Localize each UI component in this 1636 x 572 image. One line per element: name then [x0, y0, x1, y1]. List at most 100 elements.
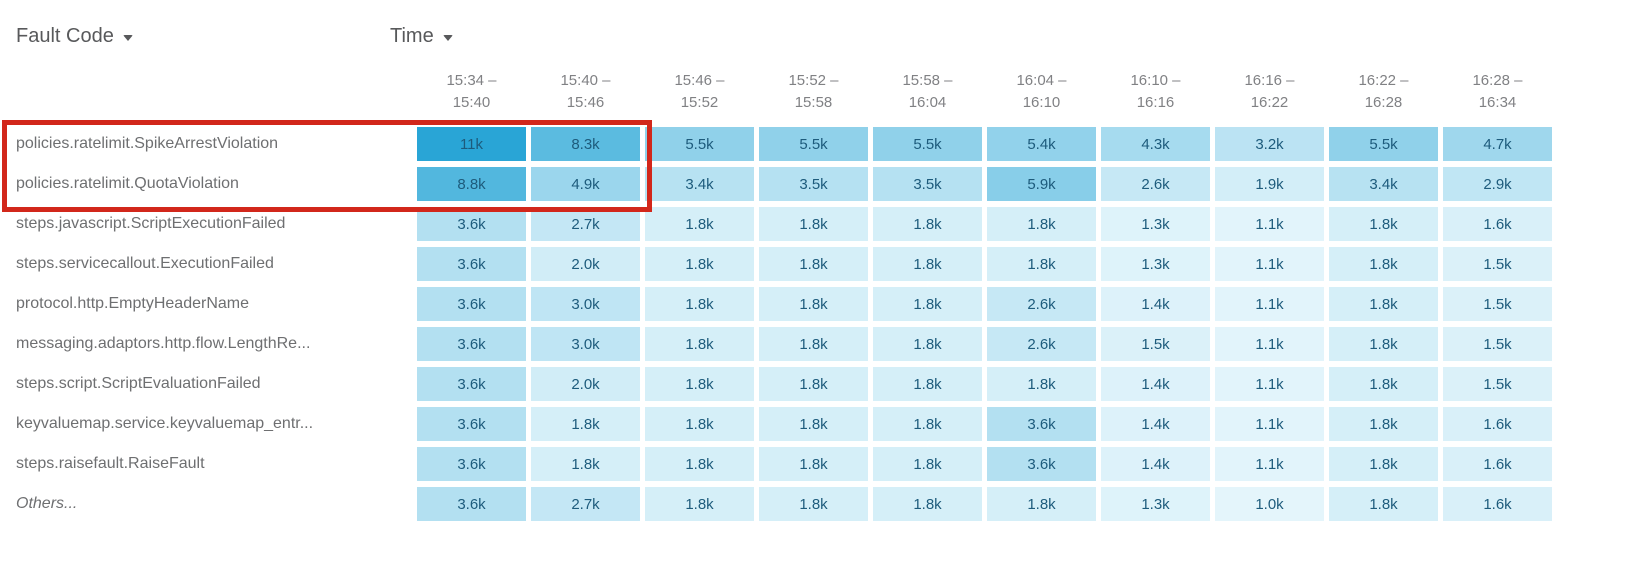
heatmap-cell[interactable]: 1.1k [1215, 327, 1324, 361]
heatmap-cell[interactable]: 3.0k [531, 327, 640, 361]
heatmap-cell[interactable]: 3.6k [417, 447, 526, 481]
heatmap-cell[interactable]: 1.8k [1329, 327, 1438, 361]
heatmap-cell[interactable]: 1.8k [645, 327, 754, 361]
heatmap-cell[interactable]: 1.1k [1215, 207, 1324, 241]
heatmap-cell[interactable]: 2.6k [987, 327, 1096, 361]
heatmap-cell[interactable]: 1.3k [1101, 247, 1210, 281]
heatmap-cell[interactable]: 1.6k [1443, 447, 1552, 481]
heatmap-cell[interactable]: 1.8k [759, 327, 868, 361]
heatmap-cell[interactable]: 1.8k [645, 447, 754, 481]
heatmap-cell[interactable]: 1.8k [873, 207, 982, 241]
heatmap-cell[interactable]: 3.6k [417, 367, 526, 401]
heatmap-cell[interactable]: 1.8k [645, 207, 754, 241]
heatmap-cell[interactable]: 1.8k [1329, 287, 1438, 321]
heatmap-cell[interactable]: 1.8k [645, 367, 754, 401]
heatmap-cell[interactable]: 5.5k [1329, 127, 1438, 161]
heatmap-cell[interactable]: 1.3k [1101, 487, 1210, 521]
heatmap-cell[interactable]: 1.8k [873, 447, 982, 481]
heatmap-cell[interactable]: 1.8k [987, 367, 1096, 401]
heatmap-cell[interactable]: 5.9k [987, 167, 1096, 201]
heatmap-cell[interactable]: 3.6k [417, 247, 526, 281]
heatmap-cell[interactable]: 1.0k [1215, 487, 1324, 521]
heatmap-cell[interactable]: 8.3k [531, 127, 640, 161]
heatmap-cell[interactable]: 1.5k [1101, 327, 1210, 361]
heatmap-cell[interactable]: 1.8k [873, 287, 982, 321]
heatmap-cell[interactable]: 3.4k [645, 167, 754, 201]
heatmap-cell[interactable]: 1.8k [531, 447, 640, 481]
heatmap-cell[interactable]: 1.4k [1101, 447, 1210, 481]
heatmap-cell[interactable]: 1.8k [1329, 447, 1438, 481]
heatmap-cell[interactable]: 1.4k [1101, 407, 1210, 441]
heatmap-cell[interactable]: 2.7k [531, 487, 640, 521]
heatmap-cell[interactable]: 1.4k [1101, 367, 1210, 401]
heatmap-cell[interactable]: 1.8k [1329, 487, 1438, 521]
heatmap-cell[interactable]: 2.0k [531, 367, 640, 401]
heatmap-cell[interactable]: 8.8k [417, 167, 526, 201]
heatmap-cell[interactable]: 2.0k [531, 247, 640, 281]
heatmap-cell[interactable]: 1.6k [1443, 407, 1552, 441]
heatmap-cell[interactable]: 1.1k [1215, 247, 1324, 281]
heatmap-cell[interactable]: 1.1k [1215, 367, 1324, 401]
heatmap-cell[interactable]: 5.5k [759, 127, 868, 161]
heatmap-cell[interactable]: 1.8k [759, 487, 868, 521]
heatmap-cell[interactable]: 3.5k [759, 167, 868, 201]
heatmap-cell[interactable]: 1.8k [1329, 367, 1438, 401]
heatmap-cell[interactable]: 3.4k [1329, 167, 1438, 201]
heatmap-cell[interactable]: 1.8k [873, 487, 982, 521]
heatmap-cell[interactable]: 3.2k [1215, 127, 1324, 161]
heatmap-cell[interactable]: 1.8k [1329, 247, 1438, 281]
heatmap-cell[interactable]: 2.9k [1443, 167, 1552, 201]
heatmap-cell[interactable]: 1.8k [1329, 407, 1438, 441]
heatmap-cell[interactable]: 1.8k [873, 407, 982, 441]
heatmap-cell[interactable]: 3.6k [417, 327, 526, 361]
heatmap-cell[interactable]: 1.8k [645, 287, 754, 321]
time-dropdown[interactable]: Time [390, 25, 453, 48]
heatmap-cell[interactable]: 1.9k [1215, 167, 1324, 201]
heatmap-cell[interactable]: 1.5k [1443, 367, 1552, 401]
heatmap-cell[interactable]: 1.8k [987, 207, 1096, 241]
heatmap-cell[interactable]: 1.6k [1443, 207, 1552, 241]
heatmap-cell[interactable]: 1.8k [759, 447, 868, 481]
heatmap-cell[interactable]: 1.8k [759, 287, 868, 321]
heatmap-cell[interactable]: 1.5k [1443, 287, 1552, 321]
heatmap-cell[interactable]: 1.8k [531, 407, 640, 441]
heatmap-cell[interactable]: 1.8k [645, 247, 754, 281]
heatmap-cell[interactable]: 1.8k [759, 367, 868, 401]
heatmap-cell[interactable]: 5.4k [987, 127, 1096, 161]
heatmap-cell[interactable]: 4.3k [1101, 127, 1210, 161]
heatmap-cell[interactable]: 1.5k [1443, 327, 1552, 361]
heatmap-cell[interactable]: 1.8k [987, 247, 1096, 281]
heatmap-cell[interactable]: 3.6k [417, 407, 526, 441]
heatmap-cell[interactable]: 1.8k [873, 247, 982, 281]
fault-code-dropdown[interactable]: Fault Code [16, 25, 133, 48]
heatmap-cell[interactable]: 3.0k [531, 287, 640, 321]
heatmap-cell[interactable]: 1.8k [759, 247, 868, 281]
heatmap-cell[interactable]: 1.8k [645, 487, 754, 521]
heatmap-cell[interactable]: 1.6k [1443, 487, 1552, 521]
heatmap-cell[interactable]: 1.1k [1215, 407, 1324, 441]
heatmap-cell[interactable]: 1.3k [1101, 207, 1210, 241]
heatmap-cell[interactable]: 5.5k [873, 127, 982, 161]
heatmap-cell[interactable]: 1.5k [1443, 247, 1552, 281]
heatmap-cell[interactable]: 11k [417, 127, 526, 161]
heatmap-cell[interactable]: 1.8k [759, 407, 868, 441]
heatmap-cell[interactable]: 1.4k [1101, 287, 1210, 321]
heatmap-cell[interactable]: 3.6k [987, 407, 1096, 441]
heatmap-cell[interactable]: 4.9k [531, 167, 640, 201]
heatmap-cell[interactable]: 1.8k [873, 327, 982, 361]
heatmap-cell[interactable]: 2.7k [531, 207, 640, 241]
heatmap-cell[interactable]: 3.6k [987, 447, 1096, 481]
heatmap-cell[interactable]: 1.1k [1215, 447, 1324, 481]
heatmap-cell[interactable]: 1.8k [987, 487, 1096, 521]
heatmap-cell[interactable]: 1.1k [1215, 287, 1324, 321]
heatmap-cell[interactable]: 2.6k [1101, 167, 1210, 201]
heatmap-cell[interactable]: 1.8k [759, 207, 868, 241]
heatmap-cell[interactable]: 3.5k [873, 167, 982, 201]
heatmap-cell[interactable]: 1.8k [873, 367, 982, 401]
heatmap-cell[interactable]: 5.5k [645, 127, 754, 161]
heatmap-cell[interactable]: 3.6k [417, 287, 526, 321]
heatmap-cell[interactable]: 2.6k [987, 287, 1096, 321]
heatmap-cell[interactable]: 3.6k [417, 207, 526, 241]
heatmap-cell[interactable]: 1.8k [645, 407, 754, 441]
heatmap-cell[interactable]: 4.7k [1443, 127, 1552, 161]
